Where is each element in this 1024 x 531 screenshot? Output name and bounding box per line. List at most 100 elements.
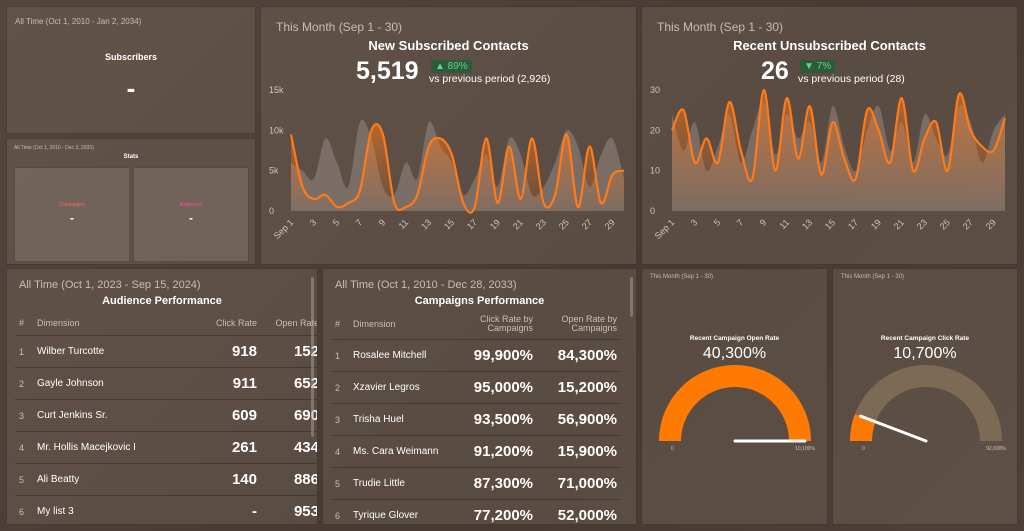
current-line (289, 123, 625, 214)
metric: 140 (189, 463, 261, 496)
audience-widget: All Time (Oct 1, 2023 - Sep 15, 2024) Aud… (6, 268, 318, 525)
gauge-min: 0 (671, 446, 674, 452)
table-row: 6 My list 3-953 (15, 495, 317, 524)
metric: 434 (261, 431, 317, 464)
x-tick-label: 7 (735, 217, 746, 228)
row-index: 6 (15, 495, 33, 524)
metric: 261 (189, 431, 261, 464)
unsubscribed-widget: This Month (Sep 1 - 30) Recent Unsubscrib… (641, 6, 1018, 265)
x-tick-label: 23 (534, 217, 548, 231)
x-tick-label: Sep 1 (653, 217, 677, 241)
column-header: Dimension (353, 318, 396, 329)
gauge-needle (859, 414, 928, 443)
metric: 15,200% (537, 371, 621, 404)
table-row: 3 Curt Jenkins Sr. 609 690 (15, 399, 317, 432)
column-header: Open Rate (275, 317, 318, 328)
metric: 690 (261, 399, 317, 432)
dimension: Trisha Huel (349, 403, 449, 436)
change-badge: ▲ 89% (431, 60, 472, 73)
dimension: Wilber Turcotte (33, 335, 189, 368)
x-tick-label: 19 (869, 217, 883, 231)
stats-widget: All Time (Oct 1, 2010 - Dec 3, 2033) Sta… (6, 138, 256, 265)
row-index: 2 (15, 367, 33, 400)
gauge: 0 92,600% (850, 364, 1006, 452)
metric: 99,900% (449, 339, 537, 372)
header-row: # Dimension Click Rate by Campaigns Open Ra… (331, 309, 621, 340)
dimension: Trudie Little (349, 467, 449, 500)
dimension: Curt Jenkins Sr. (33, 399, 189, 432)
gauge-widget: This Month (Sep 1 - 30) Recent Campaign O… (641, 268, 828, 525)
scrollbar (311, 277, 314, 437)
x-tick-label: 3 (689, 217, 700, 228)
gauge-fill (659, 365, 811, 441)
metric: 93,500% (449, 403, 537, 436)
x-tick-label: 29 (603, 217, 617, 231)
gauge-value: 40,300% (702, 345, 767, 362)
dimension: Rosalee Mitchell (349, 339, 449, 372)
metric: 15,900% (537, 435, 621, 468)
x-tick-label: 21 (892, 217, 906, 231)
dimension: My list 3 (33, 495, 189, 524)
y-tick-label: 10 (650, 166, 660, 176)
x-tick-label: 25 (557, 217, 571, 231)
column-header: Dimension (37, 317, 80, 328)
dimension: Tyrique Glover (349, 499, 449, 524)
table-row: 5 Trudie Little 87,300% 71,000% (331, 467, 621, 500)
metric: 918 (189, 335, 261, 368)
new-subscribed-widget: This Month (Sep 1 - 30) New Subscribed Co… (260, 6, 637, 265)
x-tick-label: 19 (488, 217, 502, 231)
x-tick-label: 27 (961, 217, 975, 231)
metric: 652 (261, 367, 317, 400)
x-tick-label: 29 (984, 217, 998, 231)
gauge-max: 92,600% (986, 446, 1006, 452)
row-index: 6 (331, 499, 349, 524)
gauge: 0 10,100% (659, 364, 815, 452)
stat-card: Audiences - (133, 167, 249, 262)
current-area (672, 89, 1005, 211)
widget-title: New Subscribed Contacts (368, 38, 529, 53)
row-index: 4 (331, 435, 349, 468)
row-index: 5 (331, 467, 349, 500)
table-row: 1 Wilber Turcotte 918 152 (15, 335, 317, 368)
period: This Month (Sep 1 - 30) (657, 20, 784, 34)
table-row: 2 Gayle Johnson 911 652 (15, 367, 317, 400)
x-tick-label: 13 (800, 217, 814, 231)
table-row: 1 Rosalee Mitchell 99,900% 84,300% (331, 339, 621, 372)
column-header: Click Rate by Campaigns (479, 314, 533, 333)
y-tick-label: 0 (269, 206, 274, 216)
period: All Time (Oct 1, 2023 - Sep 15, 2024) (19, 279, 201, 291)
gauge-track (850, 364, 1002, 441)
data-table: # Dimension Click Rate Open Rate 1 Wilber Tur… (15, 311, 318, 524)
metric: 152 (261, 335, 317, 368)
x-tick-label: Sep 1 (272, 217, 296, 241)
y-tick-label: 10k (269, 125, 284, 135)
header-row: # Dimension Click Rate Open Rate (15, 311, 318, 336)
row-index: 4 (15, 431, 33, 464)
period: All Time (Oct 1, 2010 - Jan 2, 2034) (15, 17, 142, 26)
metric: 95,000% (449, 371, 537, 404)
kpi-value: 26 (761, 57, 789, 85)
period: This Month (Sep 1 - 30) (650, 274, 714, 280)
campaigns-widget: All Time (Oct 1, 2010 - Dec 28, 2033) Cam… (322, 268, 637, 525)
gauge-title: Recent Campaign Open Rate (689, 335, 780, 342)
table-row: 4 Ms. Cara Weimann 91,200% 15,900% (331, 435, 621, 468)
x-tick-label: 5 (712, 217, 723, 228)
dimension: Gayle Johnson (33, 367, 189, 400)
table-row: 5 Ali Beatty 140 886 (15, 463, 317, 496)
dimension: Ali Beatty (33, 463, 189, 496)
x-tick-label: 11 (778, 217, 792, 231)
metric: 77,200% (449, 499, 537, 524)
card-label: Audiences (179, 202, 203, 208)
y-tick-label: 5k (269, 166, 279, 176)
widget-title: Audience Performance (102, 295, 222, 307)
metric: 56,900% (537, 403, 621, 436)
widget-title: Subscribers (104, 52, 158, 62)
kpi-value: 5,519 (356, 57, 419, 85)
row-index: 3 (15, 399, 33, 432)
x-tick-label: 15 (823, 217, 837, 231)
x-tick-label: 17 (465, 217, 479, 231)
column-header: Open Rate by Campaigns (561, 314, 617, 333)
change-badge: ▼ 7% (800, 60, 836, 73)
x-tick-label: 7 (354, 217, 365, 228)
